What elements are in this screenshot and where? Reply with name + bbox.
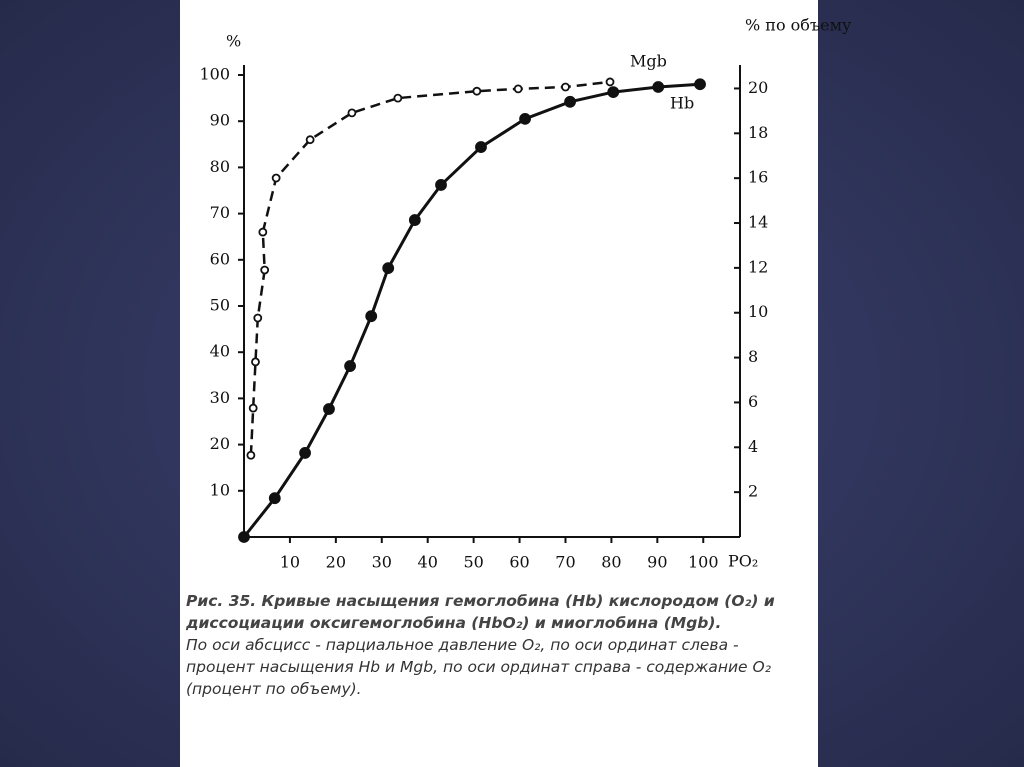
x-tick-label: 100: [688, 553, 719, 572]
x-tick-label: 40: [418, 553, 438, 572]
y2-tick-label: 2: [748, 482, 758, 501]
data-point: [607, 86, 620, 98]
data-point: [347, 108, 357, 118]
data-point: [472, 86, 482, 96]
data-point: [605, 77, 615, 87]
data-point: [271, 173, 281, 183]
slide-panel: [180, 0, 818, 767]
y-tick-label: 70: [210, 203, 230, 222]
data-point: [268, 492, 281, 505]
data-point: [299, 447, 311, 459]
y2-tick-label: 12: [748, 257, 768, 276]
y2-axis-label: % по объему: [745, 16, 852, 35]
data-point: [561, 82, 570, 92]
data-point: [519, 112, 531, 125]
y2-tick-label: 16: [748, 168, 768, 187]
data-point: [513, 84, 523, 94]
x-tick-label: 60: [509, 553, 529, 572]
y-tick-label: 10: [210, 480, 230, 499]
x-tick-label: 80: [601, 553, 621, 572]
data-point: [251, 357, 260, 367]
data-point: [238, 531, 250, 543]
data-point: [393, 93, 403, 103]
y-tick-label: 60: [210, 249, 230, 268]
chart: % % по объему PO₂ 10 20 30 40 50 60 70 80 90 100 2…: [199, 16, 852, 572]
y-tick-label: 50: [210, 296, 230, 315]
x-tick-label: 70: [555, 553, 575, 572]
x-axis-label: PO₂: [728, 552, 758, 571]
y2-tick-label: 4: [748, 437, 758, 456]
data-point: [408, 214, 421, 226]
x-tick-label: 50: [463, 553, 483, 572]
y-tick-label: 30: [210, 388, 230, 407]
data-point: [435, 179, 447, 191]
y-tick-label: 100: [199, 65, 230, 84]
caption: Рис. 35. Кривые насыщения гемоглобина (H…: [186, 590, 811, 700]
data-point: [382, 262, 395, 275]
data-point: [365, 310, 378, 323]
y2-tick-label: 6: [748, 392, 758, 411]
data-point: [323, 403, 335, 415]
y2-tick-label: 10: [748, 302, 768, 321]
data-point: [475, 141, 487, 153]
x-tick-label: 10: [280, 553, 300, 572]
y-tick-label: 20: [210, 434, 230, 453]
data-point: [652, 81, 665, 93]
caption-title: Рис. 35. Кривые насыщения гемоглобина (H…: [186, 592, 775, 632]
y-tick-label: 90: [210, 111, 230, 130]
y2-tick-label: 14: [748, 213, 768, 232]
data-point: [258, 227, 268, 237]
y-axis-label: %: [226, 32, 241, 51]
series-line: [242, 82, 701, 538]
y2-tick-label: 18: [748, 123, 768, 142]
data-point: [344, 360, 356, 372]
data-point: [694, 78, 706, 91]
y2-tick-label: 8: [748, 347, 758, 366]
data-point: [305, 135, 315, 145]
x-tick-label: 90: [647, 553, 667, 572]
data-point: [564, 95, 576, 108]
data-point: [260, 265, 270, 275]
x-tick-label: 20: [326, 553, 346, 572]
data-point: [253, 313, 263, 323]
y-tick-label: 80: [210, 157, 230, 176]
caption-text: По оси абсцисс - парциальное давление O₂…: [186, 636, 771, 698]
data-point: [248, 403, 258, 413]
series-line: [249, 80, 611, 456]
y2-tick-label: 20: [748, 78, 768, 97]
data-point: [246, 450, 256, 460]
series-label: Hb: [670, 94, 694, 113]
series-label: Mgb: [630, 51, 667, 70]
y-tick-label: 40: [210, 342, 230, 361]
x-tick-label: 30: [372, 553, 392, 572]
